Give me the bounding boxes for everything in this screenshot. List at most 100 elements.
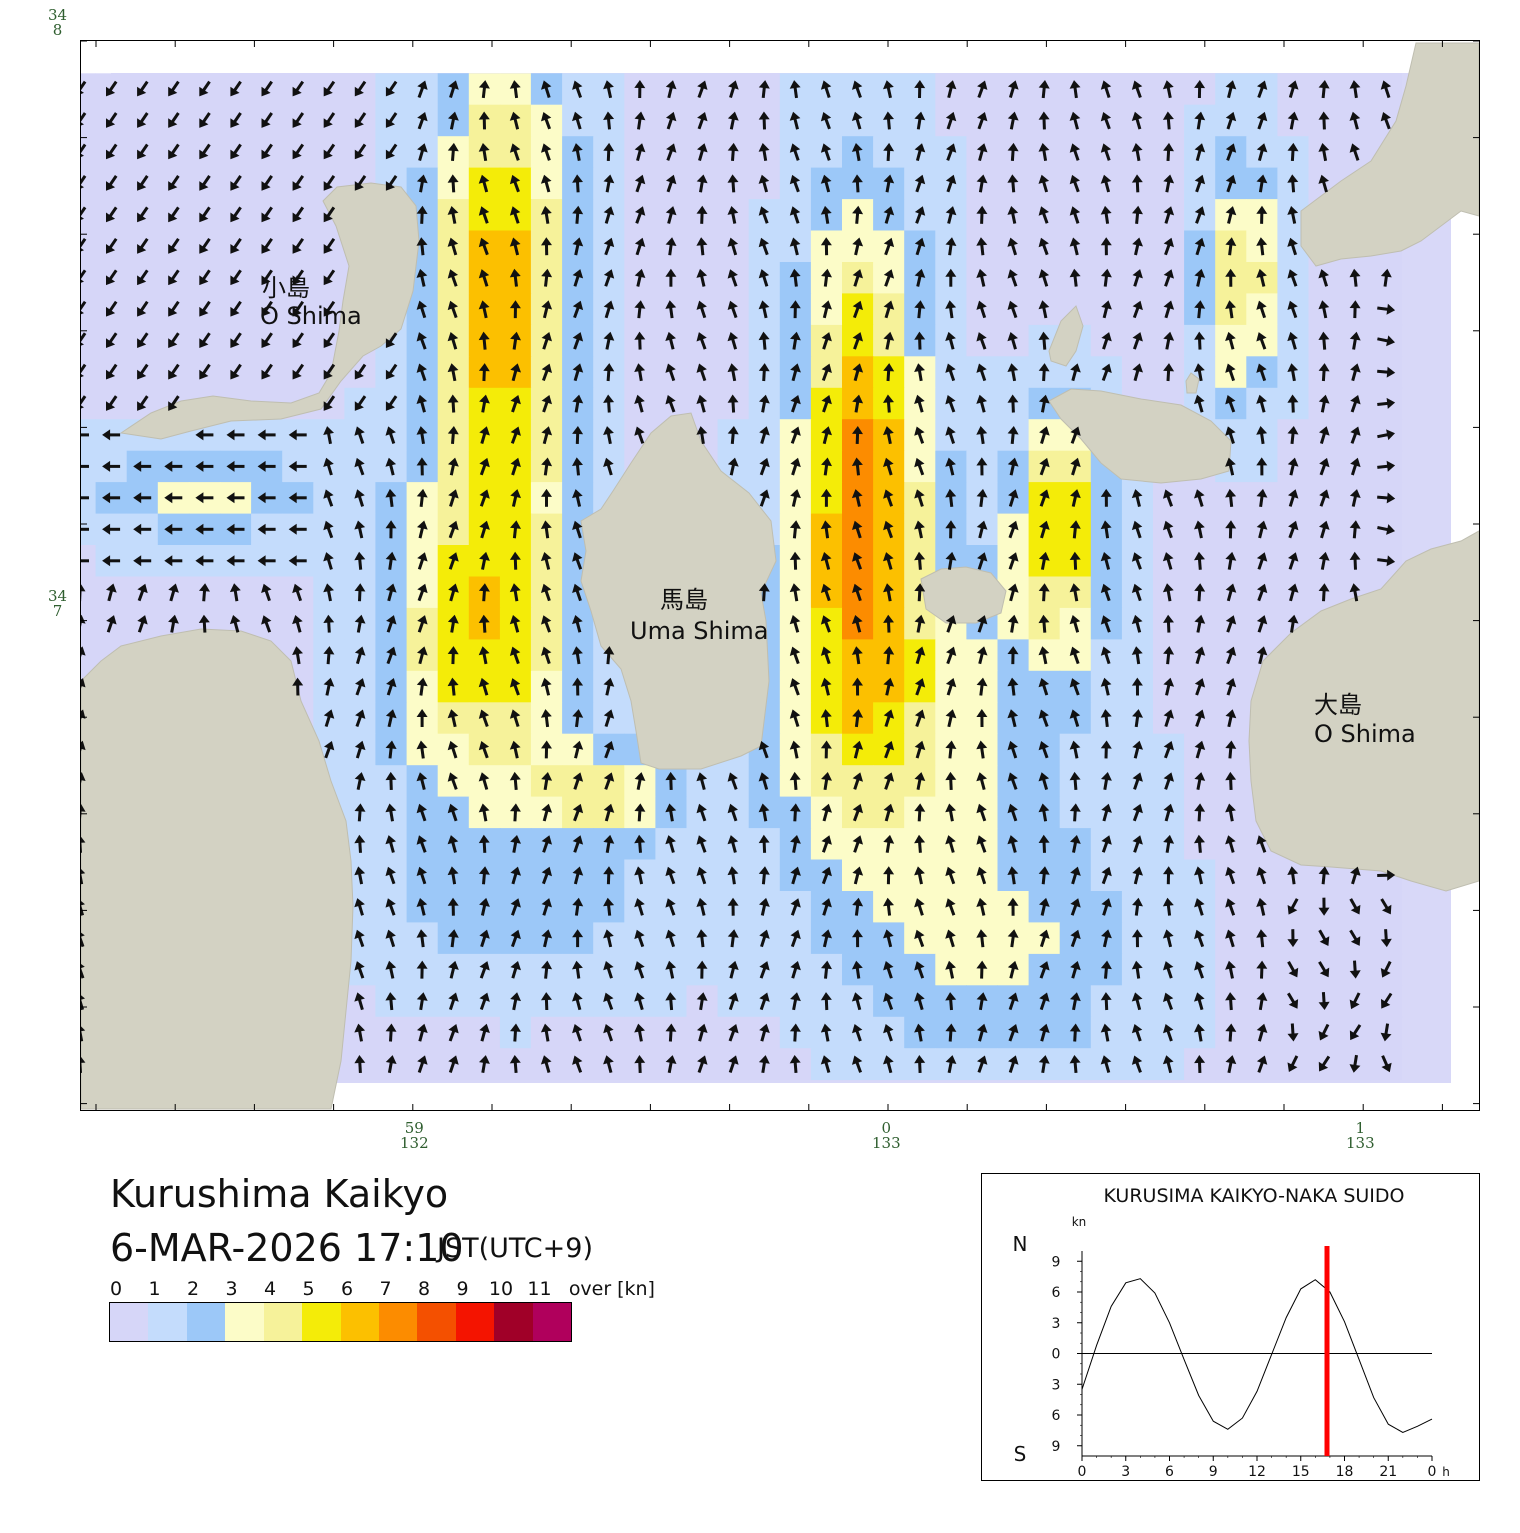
tide-x-tick-label: 15 <box>1292 1464 1310 1480</box>
legend-tick-label: 3 <box>225 1278 238 1300</box>
current-arrow <box>385 740 397 759</box>
current-arrow <box>448 552 459 570</box>
current-arrow <box>1007 646 1019 665</box>
current-arrow <box>292 206 305 223</box>
current-arrow <box>1377 524 1395 535</box>
current-arrow <box>1194 300 1206 319</box>
current-arrow <box>478 583 490 602</box>
current-arrow <box>354 772 366 791</box>
current-arrow <box>1039 426 1050 445</box>
current-arrow <box>1163 961 1174 979</box>
current-arrow <box>447 394 459 413</box>
legend-swatch <box>225 1303 264 1341</box>
current-arrow <box>385 457 397 476</box>
current-arrow <box>81 964 85 979</box>
current-arrow <box>540 205 552 224</box>
current-arrow <box>168 332 180 348</box>
current-arrow <box>478 614 490 633</box>
current-arrow <box>1381 1055 1392 1073</box>
current-arrow <box>572 111 583 130</box>
current-arrow <box>1132 740 1143 759</box>
current-arrow <box>945 80 957 99</box>
current-arrow <box>510 835 521 853</box>
current-arrow <box>1194 803 1206 822</box>
current-arrow <box>81 395 87 409</box>
current-arrow <box>385 520 397 539</box>
current-arrow <box>603 457 614 476</box>
current-arrow <box>852 394 864 413</box>
tide-y-tick-label: 9 <box>1052 1439 1061 1455</box>
legend-tick-label: 4 <box>263 1278 277 1300</box>
current-arrow <box>977 80 988 99</box>
current-arrow <box>261 112 273 128</box>
current-arrow <box>106 269 118 286</box>
current-arrow <box>976 205 988 224</box>
current-arrow <box>852 174 863 193</box>
current-arrow <box>81 206 87 220</box>
current-arrow <box>946 646 957 665</box>
current-arrow <box>1349 583 1361 602</box>
current-arrow <box>727 142 739 162</box>
current-arrow <box>603 174 615 193</box>
current-arrow <box>1069 237 1081 256</box>
current-arrow <box>976 300 987 319</box>
current-arrow <box>572 740 584 759</box>
current-arrow <box>945 803 956 822</box>
current-arrow <box>230 269 242 286</box>
current-arrow <box>1163 269 1174 287</box>
current-arrow <box>292 332 305 348</box>
current-arrow <box>883 552 894 570</box>
current-arrow <box>1131 174 1143 193</box>
current-arrow <box>1318 394 1330 413</box>
current-arrow <box>852 897 864 916</box>
speed-cell <box>81 199 96 231</box>
current-arrow <box>1256 960 1268 979</box>
current-arrow <box>820 520 832 539</box>
legend-tick-label: 5 <box>302 1278 315 1300</box>
current-arrow <box>541 803 553 822</box>
current-arrow <box>820 646 832 665</box>
current-arrow <box>168 583 179 602</box>
current-arrow <box>1287 394 1299 413</box>
current-arrow <box>323 143 336 160</box>
current-arrow <box>447 803 459 822</box>
current-arrow <box>572 269 584 287</box>
current-arrow <box>1162 929 1174 948</box>
legend-swatch <box>340 1303 379 1341</box>
current-arrow <box>1256 929 1268 948</box>
current-arrow <box>883 206 895 224</box>
current-arrow <box>1163 363 1175 382</box>
current-arrow <box>883 1055 894 1074</box>
current-map[interactable] <box>81 41 1479 1110</box>
current-arrow <box>820 1023 832 1042</box>
current-arrow <box>540 1023 552 1042</box>
current-arrow <box>728 992 739 1011</box>
current-arrow <box>102 492 121 504</box>
current-arrow <box>1100 960 1112 979</box>
current-arrow <box>417 143 428 162</box>
current-arrow <box>1007 174 1019 193</box>
current-arrow <box>1287 426 1299 445</box>
current-arrow <box>572 897 584 916</box>
tide-y-tick-label: 6 <box>1052 1285 1061 1301</box>
speed-cell <box>81 262 96 294</box>
current-arrow <box>261 615 272 633</box>
current-arrow <box>1225 1055 1237 1074</box>
current-arrow <box>976 520 988 539</box>
current-arrow <box>292 677 304 696</box>
current-arrow <box>1038 803 1050 822</box>
current-arrow <box>914 489 925 507</box>
kojima-islet <box>920 566 1007 624</box>
current-arrow <box>1131 111 1143 130</box>
current-arrow <box>1225 992 1237 1011</box>
current-arrow <box>416 803 427 822</box>
current-arrow <box>759 961 770 979</box>
current-arrow <box>852 1055 863 1073</box>
current-arrow <box>540 552 552 570</box>
current-arrow <box>603 646 615 665</box>
current-arrow <box>509 268 521 287</box>
current-arrow <box>728 80 739 99</box>
current-arrow <box>509 111 521 130</box>
current-arrow <box>634 426 645 444</box>
current-arrow <box>1287 1055 1299 1072</box>
